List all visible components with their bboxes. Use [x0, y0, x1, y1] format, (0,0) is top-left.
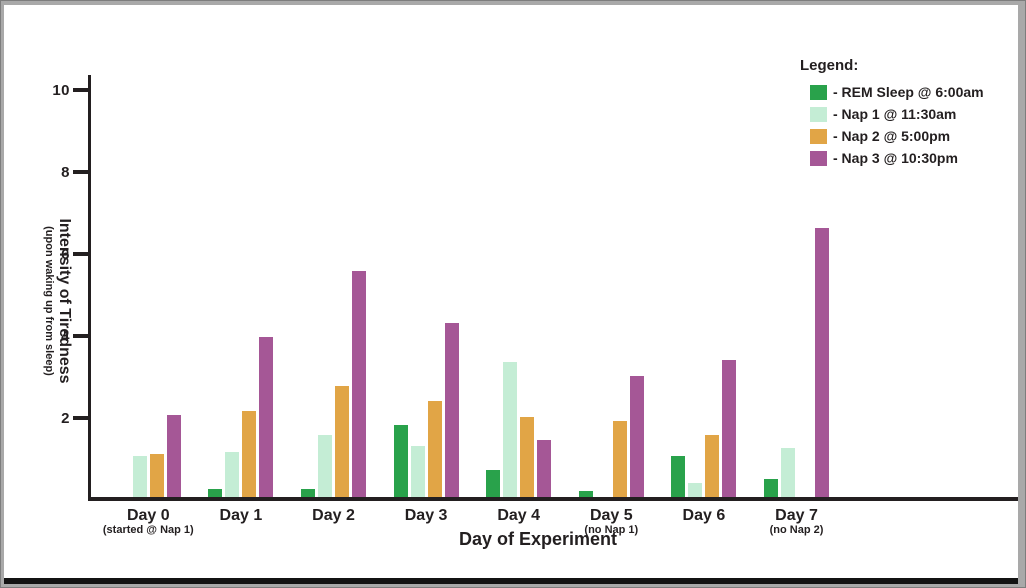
bar-nap-3-day-0	[166, 414, 181, 501]
bar-nap-1-day-0	[132, 455, 147, 501]
plot-area: 2 4 6 8 10	[52, 75, 1018, 501]
legend: Legend: - REM Sleep @ 6:00am - Nap 1 @ 11…	[800, 57, 1010, 169]
day-label-main-1: Day 1	[219, 507, 263, 524]
bar-nap-2-day-2	[335, 386, 349, 501]
legend-item-1: - Nap 1 @ 11:30am	[800, 103, 1010, 125]
day-label-4: Day 4	[464, 507, 574, 525]
day-label-main-5: Day 5	[589, 507, 633, 524]
legend-title: Legend:	[800, 57, 859, 74]
y-tick-10	[73, 88, 89, 92]
bar-nap-2-day-4	[520, 417, 535, 501]
bar-nap-1-day-1	[225, 451, 240, 501]
bar-rem-sleep-day-4	[486, 470, 501, 501]
legend-swatch-2	[810, 128, 827, 144]
day-label-1: Day 1	[186, 507, 296, 525]
day-label-main-6: Day 6	[682, 507, 726, 524]
bar-nap-2-day-1	[242, 410, 257, 501]
bar-nap-1-day-4	[503, 361, 518, 501]
y-tick-8	[73, 170, 89, 174]
day-label-6: Day 6	[649, 507, 759, 525]
legend-items: - REM Sleep @ 6:00am - Nap 1 @ 11:30am - N…	[800, 81, 1010, 169]
bar-nap-3-day-2	[352, 271, 366, 501]
bar-rem-sleep-day-6	[671, 455, 686, 501]
y-axis-title: Intensity of Tiredness (upon waking up f…	[17, 151, 73, 451]
day-label-main-2: Day 2	[312, 507, 355, 524]
x-axis-line	[88, 497, 1018, 501]
page: Intensity of Tiredness (upon waking up f…	[4, 5, 1018, 584]
y-tick-4	[73, 334, 89, 338]
bar-nap-2-day-3	[427, 400, 442, 501]
bar-nap-1-day-6	[688, 482, 703, 501]
y-tick-label-8: 8	[61, 164, 70, 181]
bar-nap-1-day-3	[410, 445, 425, 501]
bar-rem-sleep-day-3	[393, 425, 408, 501]
tiredness-bar-chart: Intensity of Tiredness (upon waking up f…	[4, 5, 1018, 578]
bar-nap-1-day-7	[781, 447, 795, 501]
legend-label-3: - Nap 3 @ 10:30pm	[833, 150, 958, 166]
day-label-3: Day 3	[371, 507, 481, 525]
bar-nap-3-day-5	[629, 376, 644, 501]
bar-nap-3-day-1	[259, 337, 274, 501]
bar-nap-3-day-6	[722, 359, 737, 501]
bar-group-day-3	[393, 322, 459, 501]
bar-nap-2-day-6	[705, 435, 720, 501]
y-tick-label-4: 4	[61, 328, 70, 345]
day-label-sub-7: (no Nap 2)	[769, 524, 824, 536]
bar-group-day-6	[671, 359, 737, 501]
bar-group-day-4	[486, 361, 552, 501]
legend-label-2: - Nap 2 @ 5:00pm	[833, 128, 951, 144]
legend-swatch-1	[810, 106, 827, 122]
day-label-sub-5: (no Nap 1)	[584, 524, 639, 536]
legend-item-2: - Nap 2 @ 5:00pm	[800, 125, 1010, 147]
day-label-main-7: Day 7	[775, 507, 818, 524]
y-tick-label-2: 2	[61, 410, 70, 427]
bar-group-day-0	[116, 414, 181, 501]
bar-rem-sleep-day-7	[764, 478, 778, 501]
day-label-sub-0: (started @ Nap 1)	[102, 524, 194, 536]
day-label-5: Day 5 (no Nap 1)	[556, 507, 666, 536]
y-tick-label-10: 10	[52, 82, 70, 99]
x-axis-labels: Day 0 (started @ Nap 1) Day 1 Day 2 Day 3 Day…	[88, 507, 1018, 549]
bar-group-day-1	[208, 337, 274, 501]
y-axis-title-main: Intensity of Tiredness	[56, 218, 73, 384]
legend-label-0: - REM Sleep @ 6:00am	[833, 84, 984, 100]
legend-item-3: - Nap 3 @ 10:30pm	[800, 147, 1010, 169]
y-axis-title-sub: (upon waking up from sleep)	[43, 226, 55, 376]
day-label-main-3: Day 3	[404, 507, 448, 524]
bar-rem-sleep-day-5	[578, 490, 593, 501]
bar-group-day-2	[301, 271, 366, 501]
bar-nap-3-day-3	[444, 322, 459, 501]
legend-swatch-3	[810, 150, 827, 166]
x-axis-title: Day of Experiment	[458, 529, 618, 549]
bar-nap-2-day-0	[149, 453, 164, 501]
bar-group-day-7	[764, 228, 829, 501]
y-axis-line	[88, 75, 91, 501]
y-tick-label-6: 6	[61, 246, 70, 263]
legend-item-0: - REM Sleep @ 6:00am	[800, 81, 1010, 103]
bar-nap-3-day-7	[815, 228, 829, 501]
bar-group-day-5	[578, 376, 644, 501]
day-label-7: Day 7 (no Nap 2)	[742, 507, 852, 536]
legend-swatch-0	[810, 84, 827, 100]
bar-nap-2-day-5	[612, 421, 627, 501]
legend-label-1: - Nap 1 @ 11:30am	[833, 106, 957, 122]
day-label-main-0: Day 0	[126, 507, 170, 524]
day-label-main-4: Day 4	[497, 507, 541, 524]
y-tick-2	[73, 416, 89, 420]
day-label-0: Day 0 (started @ Nap 1)	[93, 507, 203, 536]
bar-nap-1-day-2	[318, 435, 332, 501]
bar-nap-3-day-4	[537, 439, 552, 501]
y-tick-6	[73, 252, 89, 256]
day-label-2: Day 2	[279, 507, 389, 525]
